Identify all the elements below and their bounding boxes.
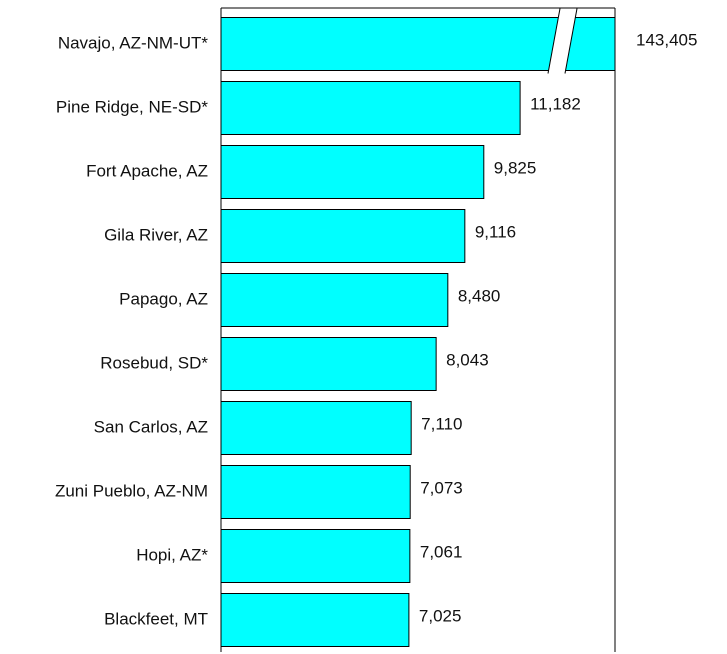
value-label: 143,405 <box>636 30 697 49</box>
category-label: Pine Ridge, NE-SD* <box>56 97 209 116</box>
bar <box>220 145 485 199</box>
bar <box>220 81 521 135</box>
axis-break-line <box>547 8 561 74</box>
value-label: 11,182 <box>530 94 581 113</box>
category-label: Hopi, AZ* <box>136 545 208 564</box>
axis-break-line <box>564 8 578 74</box>
bar <box>220 529 411 583</box>
category-label: San Carlos, AZ <box>94 417 208 436</box>
value-label: 7,061 <box>420 542 463 561</box>
bar <box>220 17 616 71</box>
axis-break <box>548 8 577 74</box>
value-label: 7,073 <box>420 478 463 497</box>
category-label: Fort Apache, AZ <box>86 161 208 180</box>
category-label: Navajo, AZ-NM-UT* <box>58 33 209 52</box>
bar <box>220 337 437 391</box>
category-label: Gila River, AZ <box>104 225 208 244</box>
value-label: 9,825 <box>494 158 537 177</box>
value-label: 9,116 <box>475 222 516 241</box>
category-label: Zuni Pueblo, AZ-NM <box>55 481 208 500</box>
value-label: 8,480 <box>458 286 501 305</box>
value-label: 7,025 <box>419 606 462 625</box>
bar <box>220 273 449 327</box>
category-label: Blackfeet, MT <box>104 609 208 628</box>
bar <box>220 593 410 647</box>
value-label: 7,110 <box>421 414 462 433</box>
category-label: Rosebud, SD* <box>100 353 208 372</box>
bar <box>220 465 411 519</box>
bar <box>220 209 466 263</box>
bar <box>220 401 412 455</box>
value-label: 8,043 <box>446 350 489 369</box>
category-label: Papago, AZ <box>119 289 208 308</box>
